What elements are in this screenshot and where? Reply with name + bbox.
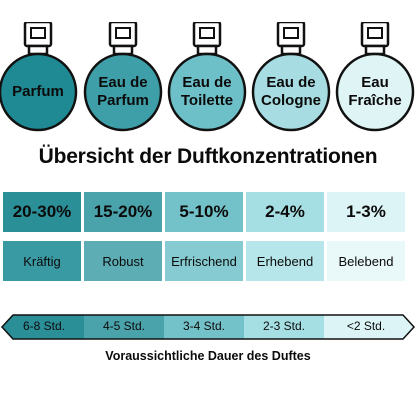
bottle-row: Parfum Eau de Parfum Eau de Toilette — [0, 0, 416, 140]
pct-cell-eau-de-parfum: 15-20% — [84, 192, 162, 232]
page-title: Übersicht der Duftkonzentrationen — [38, 145, 378, 168]
pct-cell-eau-fraiche: 1-3% — [327, 192, 405, 232]
pct-cell-parfum: 20-30% — [3, 192, 81, 232]
pct-cell-eau-de-toilette: 5-10% — [165, 192, 243, 232]
bottle-eau-de-toilette: Eau de Toilette — [167, 22, 247, 132]
desc-cell-eau-de-parfum: Robust — [84, 241, 162, 281]
desc-cell-eau-fraiche: Belebend — [327, 241, 405, 281]
bottle-parfum: Parfum — [0, 22, 78, 132]
concentration-grid: 20-30% 15-20% 5-10% 2-4% 1-3% Kräftig Ro… — [3, 192, 413, 282]
desc-cell-eau-de-toilette: Erfrischend — [165, 241, 243, 281]
duration-arrow: 6-8 Std. 4-5 Std. 3-4 Std. 2-3 Std. <2 S… — [0, 312, 416, 342]
double-arrow-icon — [0, 314, 416, 340]
bottle-label-eau-de-cologne: Eau de Cologne — [261, 74, 321, 109]
perfume-bottle-icon — [251, 22, 331, 132]
perfume-bottle-icon — [83, 22, 163, 132]
desc-cell-parfum: Kräftig — [3, 241, 81, 281]
duration-eau-de-toilette: 3-4 Std. — [182, 319, 226, 333]
duration-parfum: 6-8 Std. — [22, 319, 66, 333]
desc-cell-eau-de-cologne: Erhebend — [246, 241, 324, 281]
bottle-eau-de-parfum: Eau de Parfum — [83, 22, 163, 132]
bottle-eau-fraiche: Eau Fraîche — [335, 22, 415, 132]
bottle-label-eau-de-parfum: Eau de Parfum — [97, 74, 149, 109]
duration-eau-de-parfum: 4-5 Std. — [102, 319, 146, 333]
pct-cell-eau-de-cologne: 2-4% — [246, 192, 324, 232]
duration-caption: Voraussichtliche Dauer des Duftes — [105, 349, 311, 363]
bottle-body — [0, 52, 78, 132]
bottle-label-eau-de-toilette: Eau de Toilette — [180, 74, 234, 109]
bottle-label-eau-fraiche: Eau Fraîche — [348, 74, 402, 109]
duration-eau-de-cologne: 2-3 Std. — [262, 319, 306, 333]
perfume-bottle-icon — [0, 22, 78, 132]
duration-eau-fraiche: <2 Std. — [346, 319, 386, 333]
bottle-label-parfum: Parfum — [12, 83, 64, 100]
bottle-eau-de-cologne: Eau de Cologne — [251, 22, 331, 132]
perfume-bottle-icon — [335, 22, 415, 132]
perfume-bottle-icon — [167, 22, 247, 132]
